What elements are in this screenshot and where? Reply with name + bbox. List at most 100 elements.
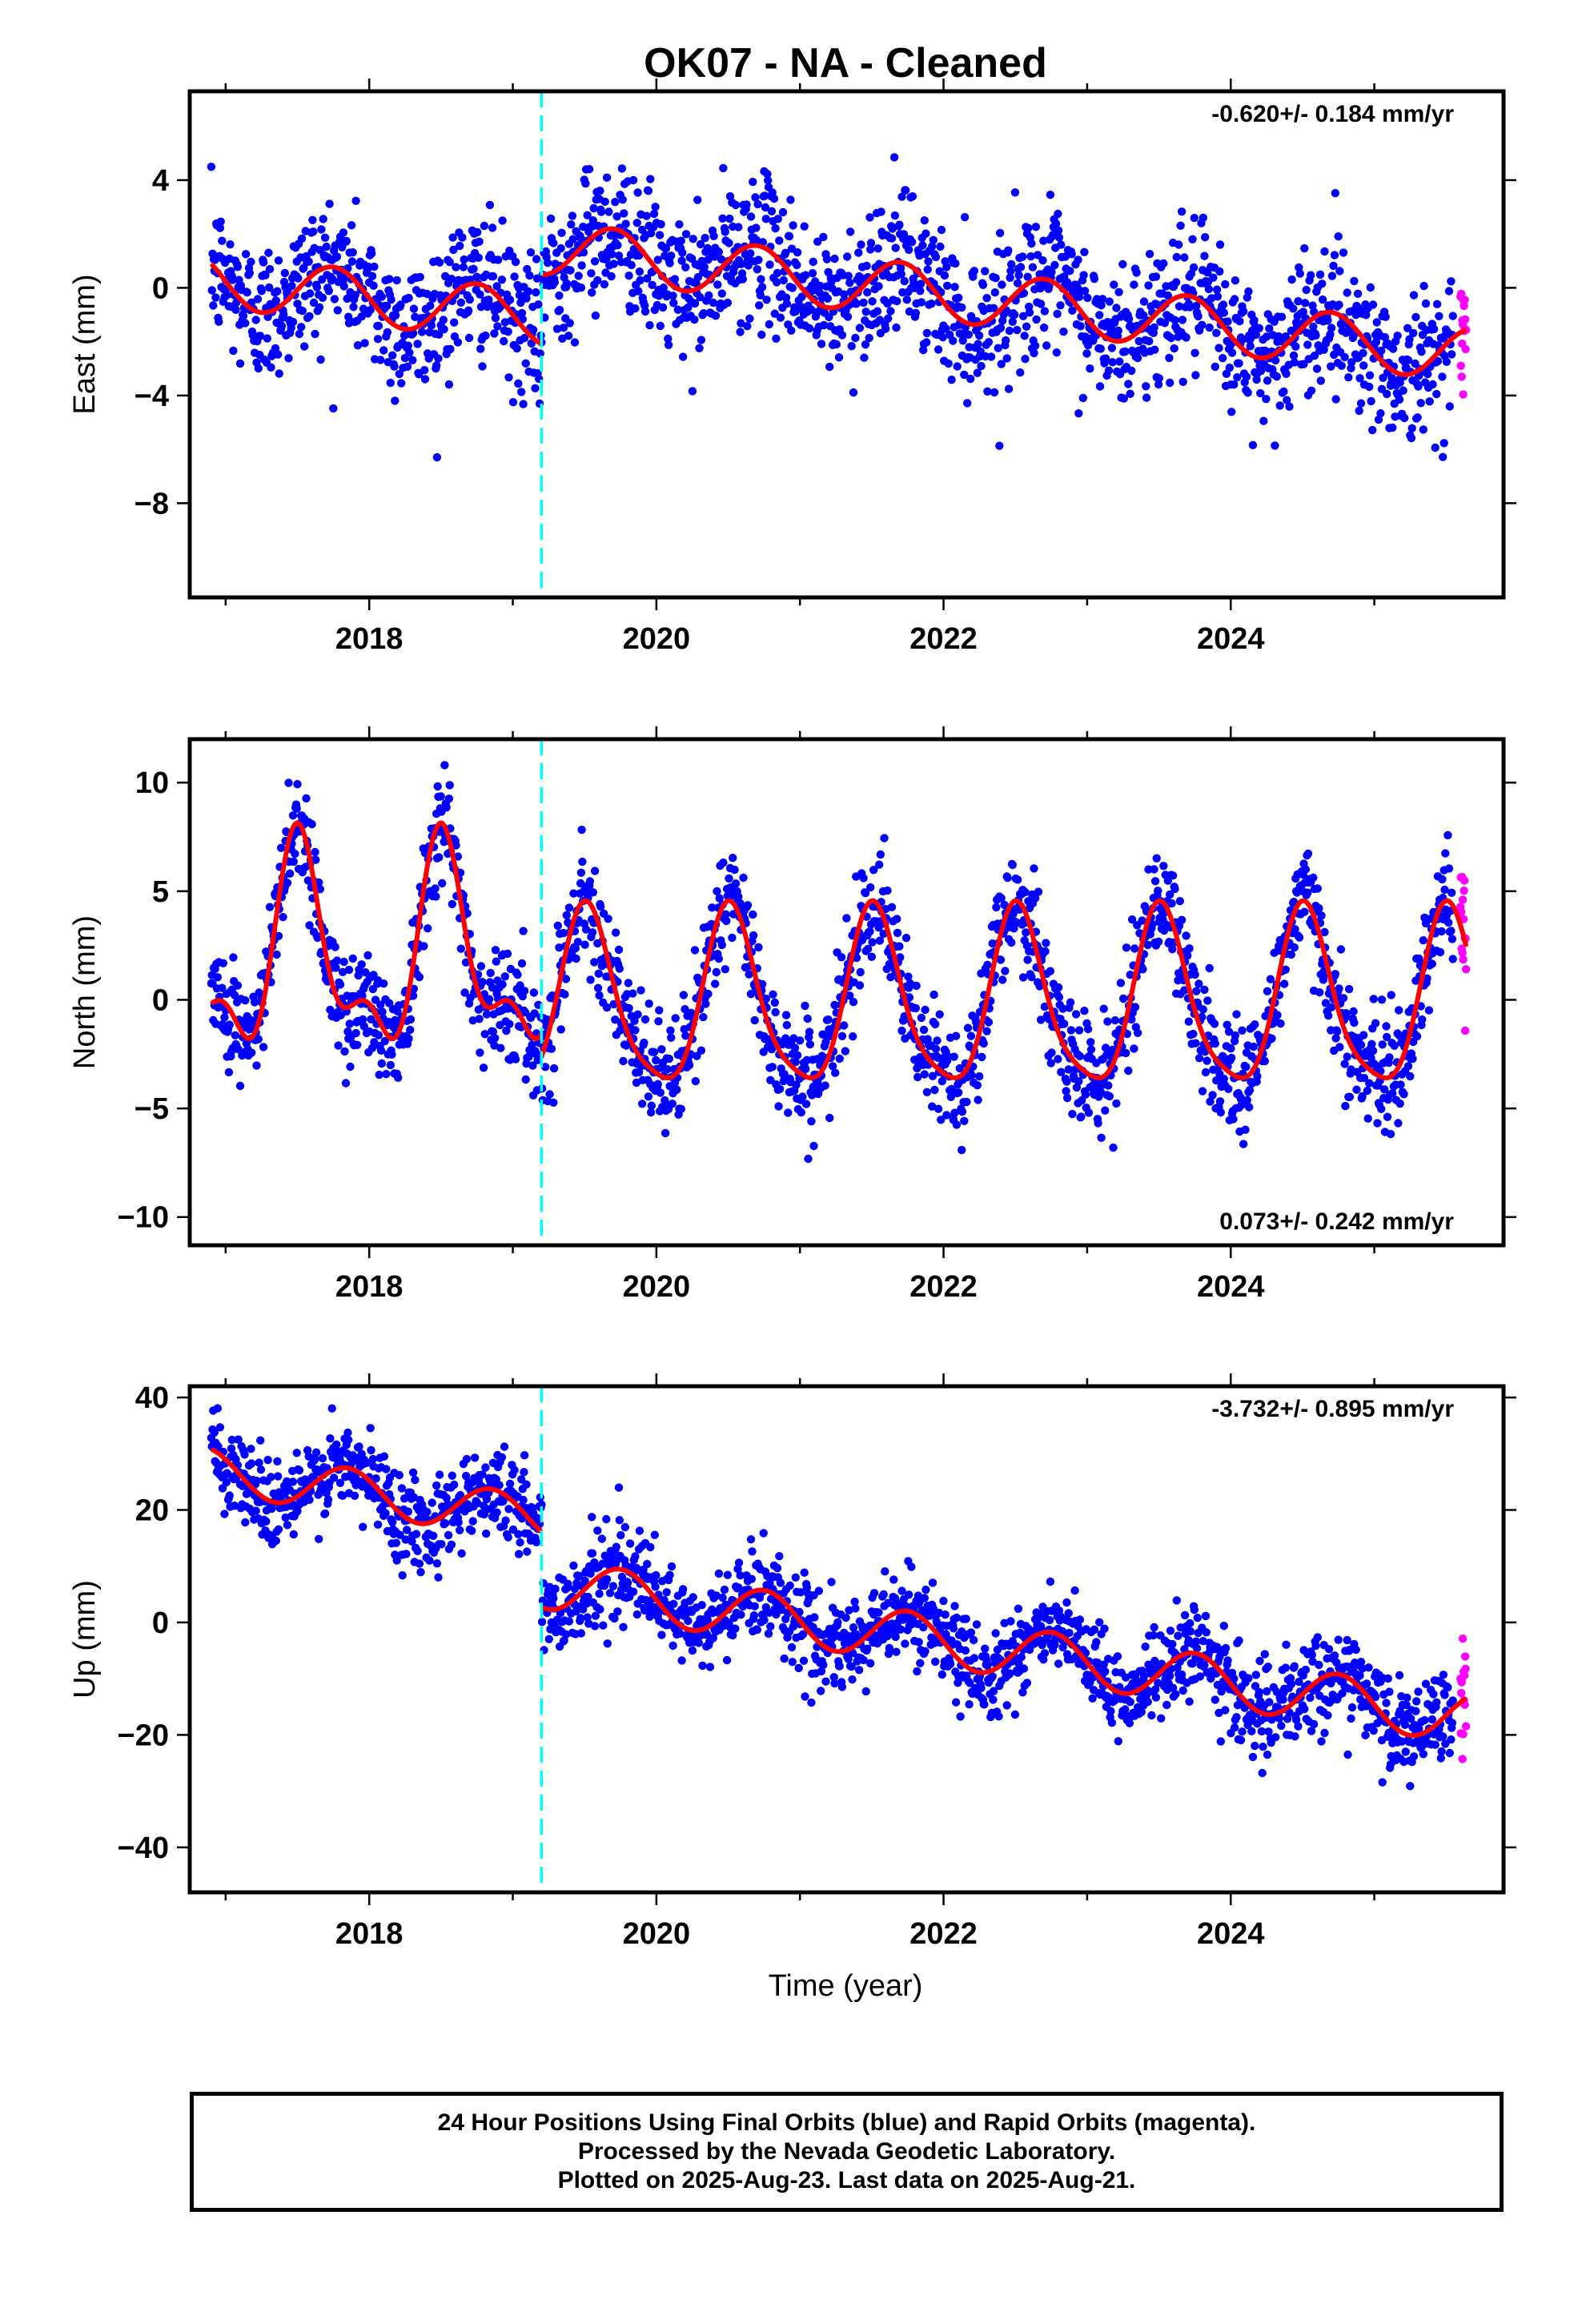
final-orbit-point <box>1393 332 1402 340</box>
final-orbit-point <box>809 1141 818 1151</box>
final-orbit-point <box>1046 191 1055 199</box>
final-orbit-point <box>1076 322 1085 331</box>
final-orbit-point <box>456 241 464 251</box>
rapid-orbit-point <box>1458 948 1467 957</box>
final-orbit-point <box>1014 271 1023 279</box>
final-orbit-point <box>1200 985 1209 995</box>
final-orbit-point <box>1295 933 1304 942</box>
final-orbit-point <box>256 332 265 340</box>
final-orbit-point <box>743 901 753 910</box>
final-orbit-point <box>981 267 990 275</box>
final-orbit-point <box>978 1052 986 1062</box>
final-orbit-point <box>403 1526 412 1534</box>
final-orbit-point <box>382 1465 391 1474</box>
final-orbit-point <box>746 249 755 258</box>
final-orbit-point <box>1086 364 1094 373</box>
final-orbit-point <box>1432 389 1441 399</box>
final-orbit-point <box>561 975 571 983</box>
final-orbit-point <box>650 1530 659 1539</box>
final-orbit-point <box>1050 260 1059 270</box>
final-orbit-point <box>1352 1085 1361 1094</box>
final-orbit-point <box>540 1063 550 1072</box>
final-orbit-point <box>1227 1053 1236 1063</box>
final-orbit-point <box>1407 424 1416 432</box>
final-orbit-point <box>916 287 925 296</box>
final-orbit-point <box>588 1549 597 1558</box>
final-orbit-point <box>371 1474 380 1483</box>
final-orbit-point <box>338 967 347 977</box>
final-orbit-point <box>351 196 360 205</box>
final-orbit-point <box>1374 415 1383 424</box>
final-orbit-point <box>671 1014 680 1023</box>
final-orbit-point <box>807 305 816 314</box>
final-orbit-point <box>459 263 468 271</box>
final-orbit-point <box>590 1622 600 1630</box>
final-orbit-point <box>1399 1090 1408 1099</box>
final-orbit-point <box>1251 330 1261 340</box>
final-orbit-point <box>1396 1080 1405 1089</box>
final-orbit-point <box>1004 246 1013 255</box>
final-orbit-point <box>301 1475 310 1484</box>
final-orbit-point <box>300 342 309 351</box>
final-orbit-point <box>508 398 518 407</box>
final-orbit-point <box>614 1483 624 1492</box>
final-orbit-point <box>513 971 522 979</box>
final-orbit-point <box>922 338 931 347</box>
final-orbit-point <box>1367 396 1375 406</box>
final-orbit-point <box>793 1051 802 1059</box>
final-orbit-point <box>501 1516 510 1525</box>
final-orbit-point <box>646 1542 655 1552</box>
final-orbit-point <box>271 296 280 305</box>
final-orbit-point <box>351 1028 360 1038</box>
final-orbit-point <box>1077 1112 1086 1121</box>
north-velocity-annotation: 0.073+/- 0.242 mm/yr <box>1219 1208 1454 1235</box>
final-orbit-point <box>575 1571 584 1581</box>
final-orbit-point <box>1303 888 1312 897</box>
final-orbit-point <box>1442 357 1452 366</box>
final-orbit-point <box>790 1043 800 1052</box>
final-orbit-point <box>1080 1007 1089 1015</box>
final-orbit-point <box>837 1031 847 1041</box>
final-orbit-point <box>597 1534 606 1543</box>
final-orbit-point <box>1154 374 1164 383</box>
final-orbit-point <box>1377 1104 1386 1114</box>
final-orbit-point <box>677 256 686 265</box>
final-orbit-point <box>681 1031 690 1040</box>
final-orbit-point <box>1419 936 1428 945</box>
final-orbit-point <box>590 958 599 967</box>
final-orbit-point <box>1408 1054 1417 1063</box>
final-orbit-point <box>628 1587 638 1596</box>
final-orbit-point <box>731 1624 740 1633</box>
final-orbit-point <box>1074 255 1082 264</box>
final-orbit-point <box>503 949 512 959</box>
up-plot-area <box>207 1386 1471 1892</box>
final-orbit-point <box>709 231 718 240</box>
final-orbit-point <box>700 263 709 271</box>
final-orbit-point <box>717 255 726 264</box>
final-orbit-point <box>801 1001 809 1011</box>
final-orbit-point <box>1246 342 1255 351</box>
final-orbit-point <box>1000 900 1009 910</box>
final-orbit-point <box>613 241 622 250</box>
final-orbit-point <box>1320 247 1329 256</box>
final-orbit-point <box>1224 1027 1234 1036</box>
final-orbit-point <box>241 319 250 328</box>
final-orbit-point <box>697 1046 706 1055</box>
final-orbit-point <box>1101 1043 1110 1052</box>
final-orbit-point <box>973 1081 982 1090</box>
final-orbit-point <box>564 1579 572 1589</box>
final-orbit-point <box>1417 348 1426 356</box>
rapid-orbit-point <box>1458 895 1468 904</box>
final-orbit-point <box>545 1090 554 1099</box>
final-orbit-point <box>951 1031 961 1040</box>
final-orbit-point <box>737 1610 745 1619</box>
final-orbit-point <box>1373 1119 1382 1128</box>
final-orbit-point <box>316 355 325 364</box>
final-orbit-point <box>434 1573 443 1582</box>
final-orbit-point <box>476 290 484 299</box>
final-orbit-point <box>462 1454 472 1464</box>
final-orbit-point <box>274 931 283 941</box>
final-orbit-point <box>688 1646 697 1655</box>
final-orbit-point <box>273 287 282 296</box>
final-orbit-point <box>1080 247 1089 256</box>
